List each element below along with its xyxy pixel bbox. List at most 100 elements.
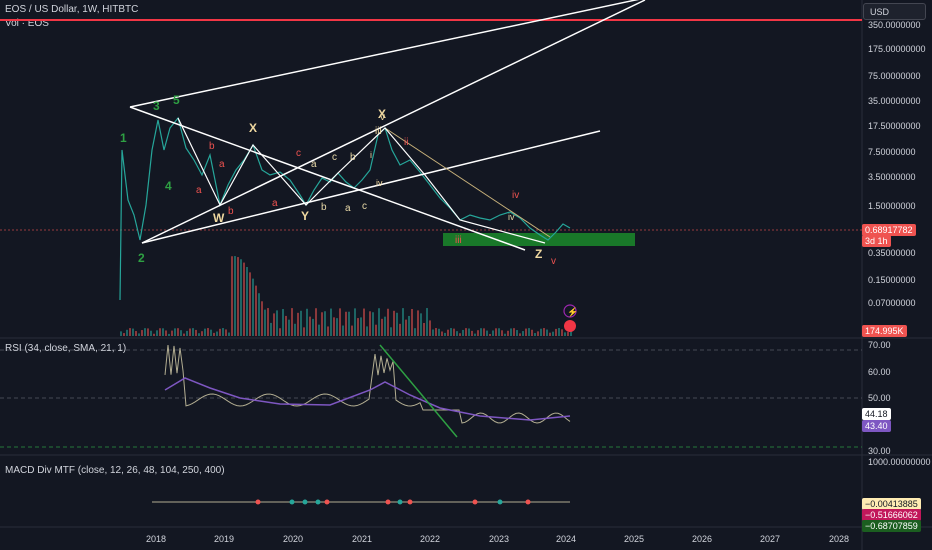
volume-bar [270, 322, 272, 336]
volume-bar [534, 333, 536, 336]
wave-label-b2: b [228, 206, 234, 217]
volume-bar [249, 272, 251, 336]
macd-dots [255, 499, 531, 505]
wave-label-v-top: v [380, 112, 385, 123]
rsi-legend[interactable]: RSI (34, close, SMA, 21, 1) [5, 343, 127, 354]
volume-legend[interactable]: Vol · EOS [5, 18, 49, 29]
volume-bar [486, 330, 488, 336]
volume-bar [255, 285, 257, 336]
volume-bar [222, 328, 224, 336]
volume-bar [126, 329, 128, 336]
volume-bar [267, 308, 269, 336]
volume-bar [162, 328, 164, 336]
volume-bar [309, 316, 311, 336]
volume-bar [471, 330, 473, 336]
macd-signal-dot [255, 499, 261, 505]
price-tick: 35.00000000 [868, 96, 921, 106]
rsi-tick: 70.00 [868, 340, 891, 350]
volume-bar [327, 326, 329, 336]
volume-bar [441, 331, 443, 336]
wave-label-a-cream: a [311, 159, 317, 170]
wave-label-v-red: v [551, 256, 556, 267]
volume-bar [261, 301, 263, 336]
macd-value-1: −0.00413885 [862, 498, 921, 510]
lightning-icon-glyph: ⚡ [567, 306, 578, 318]
symbol-legend[interactable]: EOS / US Dollar, 1W, HITBTC [5, 4, 139, 15]
volume-bar [363, 308, 365, 336]
volume-bar [216, 331, 218, 336]
volume-bar [402, 308, 404, 336]
wave-label-c-cream: c [332, 152, 337, 163]
volume-bar [180, 330, 182, 336]
volume-bar [501, 330, 503, 336]
volume-bar [315, 308, 317, 336]
volume-bar [177, 328, 179, 336]
flag-icon [564, 320, 576, 332]
rsi-tick: 60.00 [868, 367, 891, 377]
volume-bar [204, 328, 206, 336]
channel-upper-line [129, 0, 640, 108]
volume-bar [348, 311, 350, 336]
wxyxz-path [177, 117, 546, 244]
volume-bar [375, 324, 377, 336]
volume-bar [246, 266, 248, 336]
volume-bar [387, 308, 389, 336]
macd-legend[interactable]: MACD Div MTF (close, 12, 26, 48, 104, 25… [5, 465, 225, 476]
currency-label: USD [870, 7, 890, 17]
volume-bar [141, 330, 143, 336]
volume-bar [333, 317, 335, 336]
macd-signal-dot [315, 499, 321, 505]
price-tick: 175.00000000 [868, 44, 926, 54]
volume-bar [210, 329, 212, 336]
volume-bar [474, 333, 476, 336]
volume-bar [456, 331, 458, 336]
volume-bar [300, 310, 302, 336]
volume-bar [444, 332, 446, 336]
wave-label-iv-red: iv [512, 190, 519, 201]
wave-label-ii-red: ii [404, 137, 408, 148]
volume-bar [228, 332, 230, 336]
price-tick: 7.50000000 [868, 147, 916, 157]
macd-tick-top: 1000.00000000 [868, 457, 931, 467]
time-tick: 2026 [692, 534, 713, 544]
volume-bar [408, 315, 410, 336]
volume-bar [417, 310, 419, 336]
time-tick: 2027 [760, 534, 781, 544]
volume-bar [552, 331, 554, 336]
price-tick: 0.07000000 [868, 298, 916, 308]
volume-bar [540, 328, 542, 336]
rsi-series [164, 344, 571, 424]
volume-bar [357, 318, 359, 336]
volume-bar [429, 320, 431, 336]
wave-label-i: i [370, 150, 372, 160]
volume-bar [336, 318, 338, 336]
wave-label-b1: b [209, 141, 215, 152]
macd-signal-dot [525, 499, 531, 505]
volume-bar [312, 318, 314, 336]
volume-bar [186, 330, 188, 336]
price-tick-top: 350.0000000 [868, 20, 921, 30]
volume-bar [435, 328, 437, 336]
volume-bar [531, 329, 533, 336]
volume-bar [432, 329, 434, 336]
time-tick: 2018 [146, 534, 167, 544]
volume-bar [198, 333, 200, 336]
volume-bar [522, 331, 524, 336]
currency-selector[interactable]: USD [863, 3, 926, 20]
wave-label-2: 2 [138, 251, 145, 265]
price-tick: 0.35000000 [868, 248, 916, 258]
volume-bar [426, 308, 428, 336]
volume-bar [462, 329, 464, 336]
descending-trendline [129, 106, 526, 251]
wave-label-a1: a [196, 185, 202, 196]
volume-bar [423, 322, 425, 336]
wave-label-c1: c [296, 148, 301, 159]
wave-label-iii-red: iii [455, 235, 462, 246]
volume-bar [330, 308, 332, 336]
volume-bar [153, 333, 155, 336]
wave-label-a2: a [219, 159, 225, 170]
wave-label-a2-cream: a [345, 203, 351, 214]
volume-bar [324, 311, 326, 336]
volume-bar [135, 331, 137, 336]
